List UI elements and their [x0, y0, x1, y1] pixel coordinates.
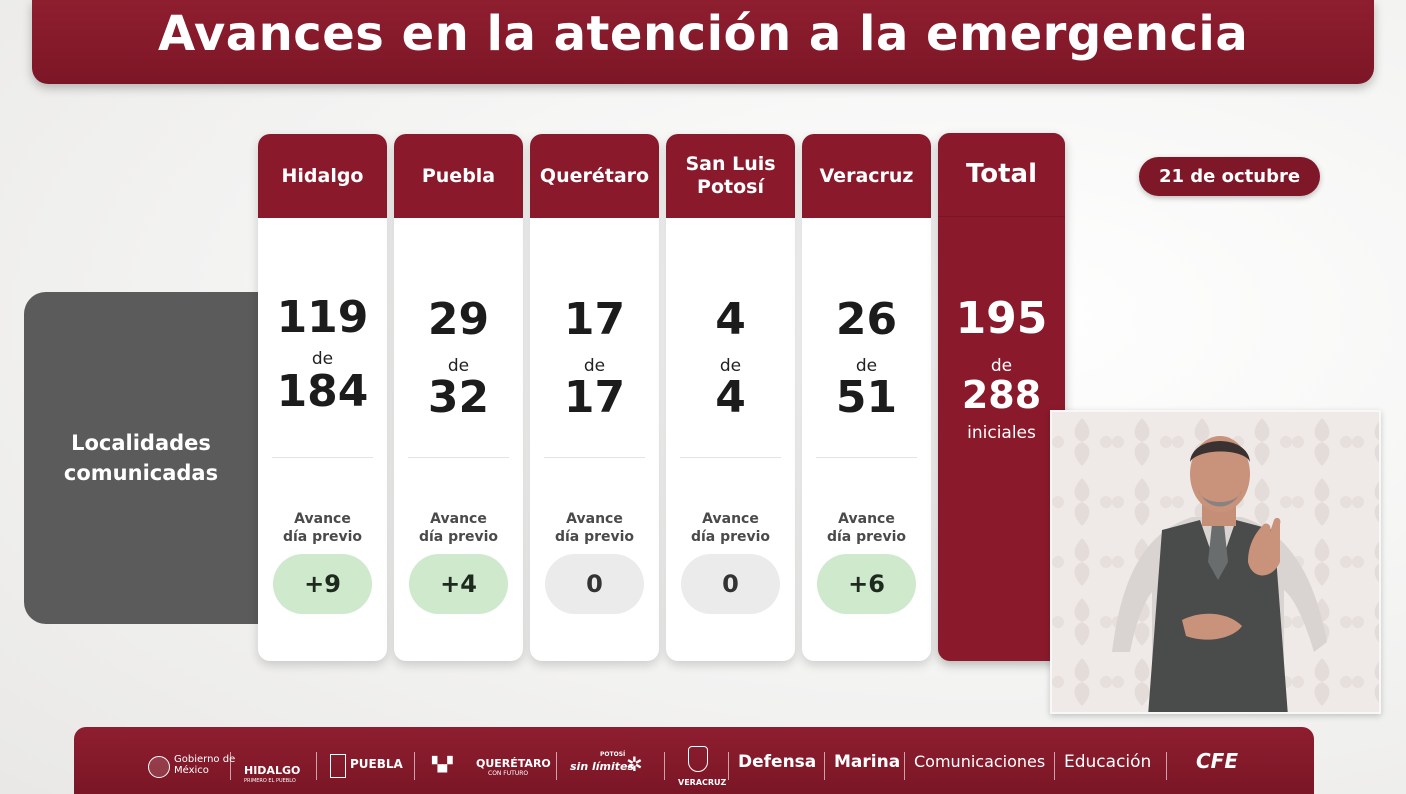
date-badge: 21 de octubre — [1139, 157, 1320, 196]
logo-separator — [904, 752, 905, 780]
logo-separator — [414, 752, 415, 780]
avance-label: Avance día previo — [554, 511, 635, 546]
divider — [816, 457, 917, 458]
logo-separator — [1054, 752, 1055, 780]
logo-comunicaciones: Comunicaciones — [914, 752, 1046, 771]
de-label: de — [990, 356, 1013, 376]
total-label: Total — [938, 133, 1065, 217]
done-count: 119 — [276, 292, 369, 343]
divider — [408, 457, 509, 458]
total-count: 51 — [835, 372, 898, 423]
state-card-puebla: Puebla 29 de 32 Avance día previo +4 — [394, 134, 523, 661]
total-card: Total 195 de 288 iniciales — [938, 133, 1065, 661]
logo-veracruz: VERACRUZ — [678, 778, 727, 787]
logo-cfe: CFE — [1196, 749, 1239, 773]
de-label: de — [719, 356, 742, 376]
state-name: Hidalgo — [258, 134, 387, 218]
logo-separator — [728, 752, 729, 780]
state-card-san-luis-potosi: San Luis Potosí 4 de 4 Avance día previo… — [666, 134, 795, 661]
title-bar: Avances en la atención a la emergencia — [32, 0, 1374, 84]
logo-separator — [664, 752, 665, 780]
avance-label: Avance día previo — [282, 511, 363, 546]
total-done-count: 195 — [955, 293, 1048, 344]
state-card-hidalgo: Hidalgo 119 de 184 Avance día previo +9 — [258, 134, 387, 661]
logo-separator — [556, 752, 557, 780]
total-count: 32 — [427, 372, 490, 423]
logo-marina: Marina — [834, 752, 901, 772]
logo-defensa: Defensa — [738, 752, 817, 772]
logo-queretaro-sub: CON FUTURO — [488, 770, 529, 777]
row-label: Localidades comunicadas — [63, 430, 219, 485]
logo-educacion: Educación — [1064, 752, 1152, 772]
puebla-shield-icon — [330, 754, 346, 778]
page-title: Avances en la atención a la emergencia — [158, 6, 1249, 62]
avance-label: Avance día previo — [826, 511, 907, 546]
logo-separator — [316, 752, 317, 780]
delta-badge: 0 — [681, 554, 780, 614]
row-label-panel: Localidades comunicadas — [24, 292, 274, 624]
logo-potosi-top: POTOSÍ — [600, 751, 626, 758]
footer-logo-bar — [74, 727, 1314, 794]
total-initial-count: 288 — [961, 373, 1042, 417]
logo-puebla: PUEBLA — [350, 757, 403, 771]
de-label: de — [855, 356, 878, 376]
veracruz-shield-icon — [688, 746, 708, 772]
logo-hidalgo-sub: PRIMERO EL PUEBLO — [244, 778, 296, 784]
de-label: de — [583, 356, 606, 376]
state-card-veracruz: Veracruz 26 de 51 Avance día previo +6 — [802, 134, 931, 661]
divider — [272, 457, 373, 458]
iniciales-label: iniciales — [967, 423, 1036, 443]
potosi-star-icon: ✲ — [626, 752, 643, 776]
de-label: de — [447, 356, 470, 376]
avance-label: Avance día previo — [418, 511, 499, 546]
delta-badge: +4 — [409, 554, 508, 614]
delta-badge: 0 — [545, 554, 644, 614]
sign-language-interpreter-video — [1050, 410, 1381, 714]
state-name: San Luis Potosí — [666, 134, 795, 218]
done-count: 29 — [427, 294, 490, 345]
de-label: de — [311, 349, 334, 369]
queretaro-emblem-icon: ▚▞ — [432, 757, 453, 773]
total-count: 184 — [276, 366, 369, 417]
done-count: 4 — [715, 294, 746, 345]
delta-badge: +9 — [273, 554, 372, 614]
logo-hidalgo: HIDALGO — [244, 764, 301, 777]
logo-potosi: sin límites — [570, 760, 635, 773]
total-count: 4 — [715, 372, 746, 423]
divider — [544, 457, 645, 458]
avance-label: Avance día previo — [690, 511, 771, 546]
interpreter-figure-icon — [1052, 412, 1379, 712]
total-count: 17 — [563, 372, 626, 423]
state-card-queretaro: Querétaro 17 de 17 Avance día previo 0 — [530, 134, 659, 661]
logo-gobierno-mexico: Gobierno de México — [174, 754, 236, 776]
done-count: 17 — [563, 294, 626, 345]
divider — [680, 457, 781, 458]
logo-separator — [1166, 752, 1167, 780]
logo-separator — [824, 752, 825, 780]
state-name: Puebla — [394, 134, 523, 218]
logo-separator — [230, 752, 231, 780]
logo-queretaro: QUERÉTARO — [476, 757, 551, 770]
mexico-seal-icon — [148, 756, 170, 778]
state-name: Querétaro — [530, 134, 659, 218]
state-name: Veracruz — [802, 134, 931, 218]
done-count: 26 — [835, 294, 898, 345]
delta-badge: +6 — [817, 554, 916, 614]
